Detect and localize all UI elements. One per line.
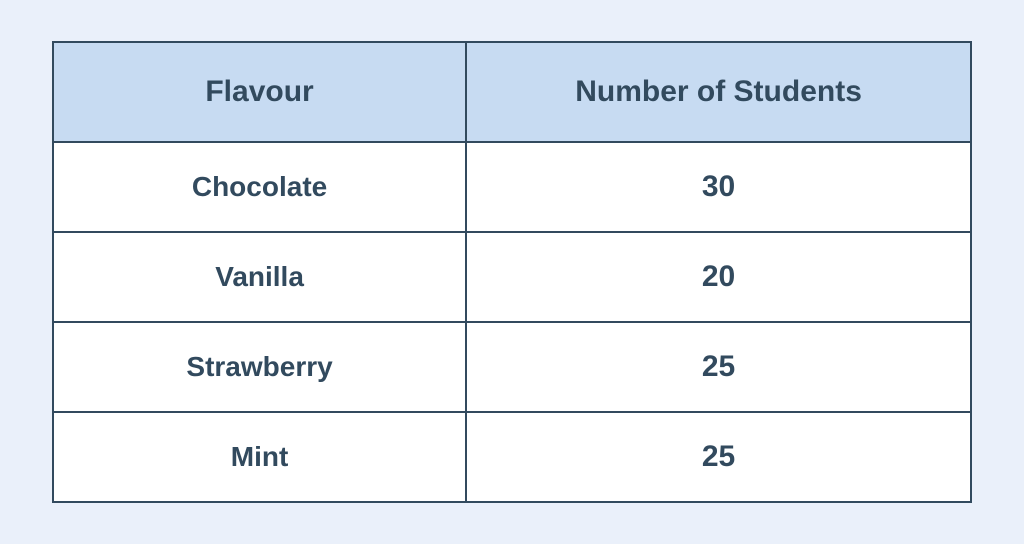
table-row: Vanilla 20 — [53, 232, 971, 322]
table-row: Mint 25 — [53, 412, 971, 502]
table-row: Chocolate 30 — [53, 142, 971, 232]
cell-flavour: Strawberry — [53, 322, 466, 412]
column-header-students: Number of Students — [466, 42, 971, 142]
table-row: Strawberry 25 — [53, 322, 971, 412]
cell-flavour: Chocolate — [53, 142, 466, 232]
flavour-table: Flavour Number of Students Chocolate 30 … — [52, 41, 972, 503]
column-header-flavour: Flavour — [53, 42, 466, 142]
cell-flavour: Vanilla — [53, 232, 466, 322]
cell-count: 20 — [466, 232, 971, 322]
cell-count: 25 — [466, 322, 971, 412]
cell-count: 30 — [466, 142, 971, 232]
flavour-table-container: Flavour Number of Students Chocolate 30 … — [52, 41, 972, 503]
cell-count: 25 — [466, 412, 971, 502]
cell-flavour: Mint — [53, 412, 466, 502]
table-header-row: Flavour Number of Students — [53, 42, 971, 142]
